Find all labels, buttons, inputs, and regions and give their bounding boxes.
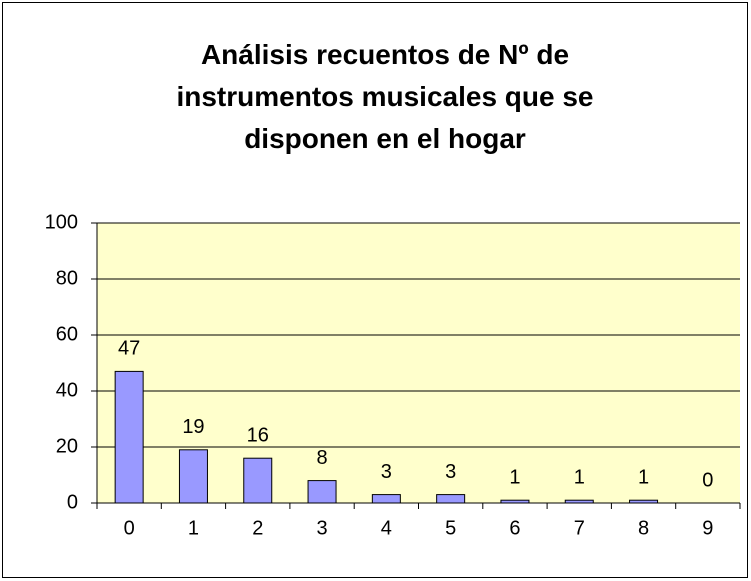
x-tick-label: 3 [316, 517, 327, 539]
x-tick-label: 8 [638, 517, 649, 539]
x-tick-label: 2 [252, 517, 263, 539]
data-label: 1 [574, 466, 585, 488]
data-label: 47 [118, 338, 140, 360]
x-tick-label: 0 [124, 517, 135, 539]
data-label: 8 [316, 447, 327, 469]
x-tick-label: 4 [381, 517, 392, 539]
data-label: 1 [509, 466, 520, 488]
data-label: 0 [702, 469, 713, 491]
data-label: 19 [182, 416, 204, 438]
y-tick-label: 20 [56, 435, 78, 457]
bar [243, 457, 273, 504]
bar [114, 370, 144, 504]
data-label: 1 [638, 466, 649, 488]
y-tick-label: 100 [45, 211, 78, 233]
x-tick-label: 1 [188, 517, 199, 539]
y-tick-label: 40 [56, 379, 78, 401]
data-label: 3 [381, 461, 392, 483]
y-tick-label: 80 [56, 267, 78, 289]
bar [436, 494, 466, 504]
data-label: 16 [247, 424, 269, 446]
data-label: 3 [445, 461, 456, 483]
x-tick-label: 6 [509, 517, 520, 539]
chart-title: Análisis recuentos de Nº de instrumentos… [176, 39, 594, 154]
bar [307, 480, 337, 504]
x-tick-label: 7 [574, 517, 585, 539]
bar [178, 449, 208, 504]
bar [371, 494, 401, 504]
y-tick-label: 0 [67, 491, 78, 513]
y-tick-label: 60 [56, 323, 78, 345]
x-tick-label: 5 [445, 517, 456, 539]
x-tick-label: 9 [702, 517, 713, 539]
